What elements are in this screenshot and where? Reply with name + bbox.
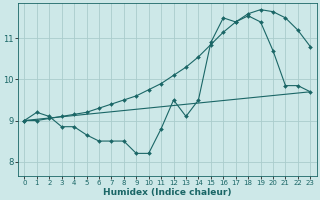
X-axis label: Humidex (Indice chaleur): Humidex (Indice chaleur) (103, 188, 232, 197)
